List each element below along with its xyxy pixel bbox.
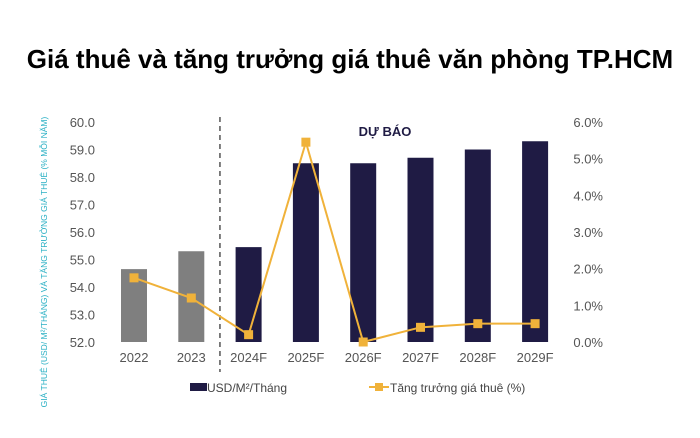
y2-tick-label: 1.0%	[573, 298, 603, 313]
y-tick-label: 54.0	[70, 280, 95, 295]
x-tick-label: 2024F	[230, 350, 267, 365]
x-tick-label: 2023	[177, 350, 206, 365]
legend-line-label: Tăng trưởng giá thuê (%)	[390, 381, 525, 395]
growth-point-2024F	[244, 330, 254, 340]
growth-line	[133, 138, 536, 344]
growth-point-2029F	[530, 319, 540, 329]
bar-2026F	[350, 163, 377, 342]
y-axis-label: GIÁ THUÊ (USD/ M²/THÁNG) VÀ TĂNG TRƯỞNG …	[38, 117, 49, 408]
y-tick-label: 56.0	[70, 225, 95, 240]
x-tick-label: 2025F	[287, 350, 324, 365]
x-tick-label: 2028F	[459, 350, 496, 365]
y-tick-label: 59.0	[70, 143, 95, 158]
y2-tick-label: 6.0%	[573, 115, 603, 130]
x-tick-label: 2026F	[345, 350, 382, 365]
growth-point-2026F	[358, 337, 368, 347]
bar-2025F	[292, 163, 319, 342]
growth-point-2025F	[301, 137, 311, 147]
x-tick-label: 2022	[120, 350, 149, 365]
bar-2024F	[235, 247, 262, 342]
legend-bar-label: USD/M²/Tháng	[207, 381, 287, 395]
growth-point-2022	[129, 273, 139, 283]
bar-2028F	[464, 149, 491, 342]
growth-point-2028F	[473, 319, 483, 329]
y-tick-label: 53.0	[70, 308, 95, 323]
x-tick-label: 2027F	[402, 350, 439, 365]
y2-tick-label: 3.0%	[573, 225, 603, 240]
y-tick-label: 55.0	[70, 253, 95, 268]
y-tick-label: 52.0	[70, 335, 95, 350]
y2-tick-label: 0.0%	[573, 335, 603, 350]
y-tick-label: 60.0	[70, 115, 95, 130]
y-tick-label: 58.0	[70, 170, 95, 185]
chart-title: Giá thuê và tăng trưởng giá thuê văn phò…	[26, 44, 674, 74]
y-tick-label: 57.0	[70, 198, 95, 213]
bar-2029F	[522, 141, 549, 342]
bar-2027F	[407, 157, 434, 342]
y2-tick-label: 5.0%	[573, 152, 603, 167]
legend-bar-swatch	[190, 383, 207, 391]
forecast-annotation: DỰ BÁO	[359, 124, 412, 139]
growth-point-2023	[186, 293, 196, 303]
y2-tick-label: 4.0%	[573, 188, 603, 203]
x-tick-label: 2029F	[517, 350, 554, 365]
y2-tick-label: 2.0%	[573, 262, 603, 277]
legend-line-marker	[375, 383, 383, 391]
growth-point-2027F	[416, 322, 425, 332]
